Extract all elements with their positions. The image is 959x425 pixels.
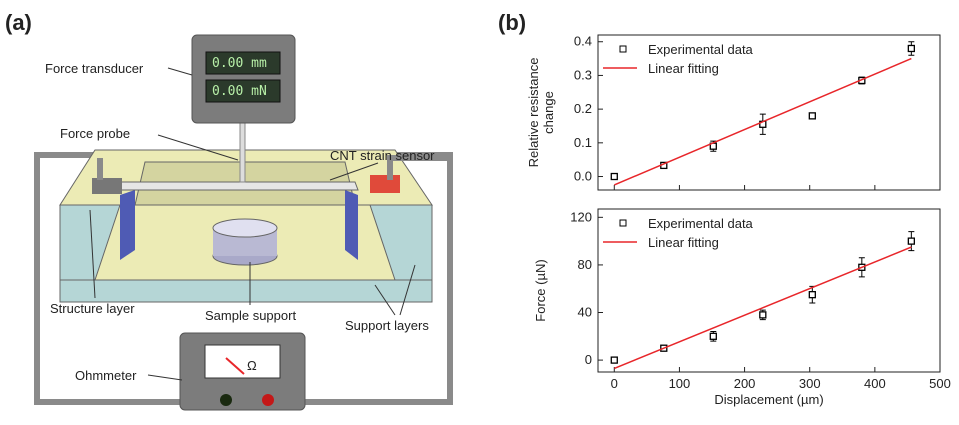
wall-left (120, 190, 135, 260)
x-tick-label: 500 (929, 376, 951, 391)
panel-label: (b) (498, 10, 526, 35)
terminal (262, 394, 274, 406)
wall-right (345, 190, 358, 260)
pad-right (370, 175, 400, 193)
label: CNT strain sensor (330, 148, 435, 163)
label: Structure layer (50, 301, 135, 316)
y-tick-label: 0.1 (574, 135, 592, 150)
transducer (192, 35, 295, 123)
marker (611, 174, 617, 180)
y-tick-label: 0.0 (574, 169, 592, 184)
y-tick-label: 40 (578, 305, 592, 320)
marker (809, 113, 815, 119)
y-tick-label: 0.3 (574, 67, 592, 82)
x-axis-label: Displacement (µm) (714, 392, 823, 407)
y-tick-label: 0.4 (574, 34, 592, 49)
fit-line (614, 247, 911, 368)
cylinder-top (213, 219, 277, 237)
x-tick-label: 100 (669, 376, 691, 391)
legend-label: Linear fitting (648, 61, 719, 76)
display-text: 0.00 mm (212, 56, 267, 71)
y-axis-label: change (541, 91, 556, 134)
x-tick-label: 300 (799, 376, 821, 391)
marker (710, 333, 716, 339)
label: Support layers (345, 318, 429, 333)
diagram: (a) 0.00 mm 0.00 mN Ω Force transducer F… (5, 10, 450, 410)
display-text: 0.00 mN (212, 84, 267, 99)
figure: (a) 0.00 mm 0.00 mN Ω Force transducer F… (0, 0, 959, 420)
legend-swatch (620, 46, 626, 52)
label: Ohmmeter (75, 368, 137, 383)
marker (809, 292, 815, 298)
panel-label: (a) (5, 10, 32, 35)
label: Sample support (205, 308, 296, 323)
y-axis-label: Force (µN) (533, 259, 548, 321)
ohm-symbol: Ω (247, 358, 257, 373)
pad-left (92, 178, 122, 194)
x-tick-label: 0 (611, 376, 618, 391)
plot-frame (598, 209, 940, 372)
plot-frame (598, 35, 940, 190)
legend-label: Experimental data (648, 216, 754, 231)
marker (760, 312, 766, 318)
terminal (220, 394, 232, 406)
y-axis-label: Relative resistance (526, 58, 541, 168)
label: Force transducer (45, 61, 144, 76)
y-tick-label: 0 (585, 352, 592, 367)
cnt-beam (115, 182, 358, 190)
marker (611, 357, 617, 363)
y-tick-label: 80 (578, 257, 592, 272)
legend-label: Linear fitting (648, 235, 719, 250)
legend-label: Experimental data (648, 42, 754, 57)
y-tick-label: 0.2 (574, 101, 592, 116)
label: Force probe (60, 126, 130, 141)
marker (908, 238, 914, 244)
x-tick-label: 200 (734, 376, 756, 391)
fit-line (614, 59, 911, 185)
marker (908, 45, 914, 51)
x-tick-label: 400 (864, 376, 886, 391)
legend-swatch (620, 220, 626, 226)
y-tick-label: 120 (570, 209, 592, 224)
page: (a) 0.00 mm 0.00 mN Ω Force transducer F… (0, 0, 959, 425)
force-probe (240, 120, 245, 182)
